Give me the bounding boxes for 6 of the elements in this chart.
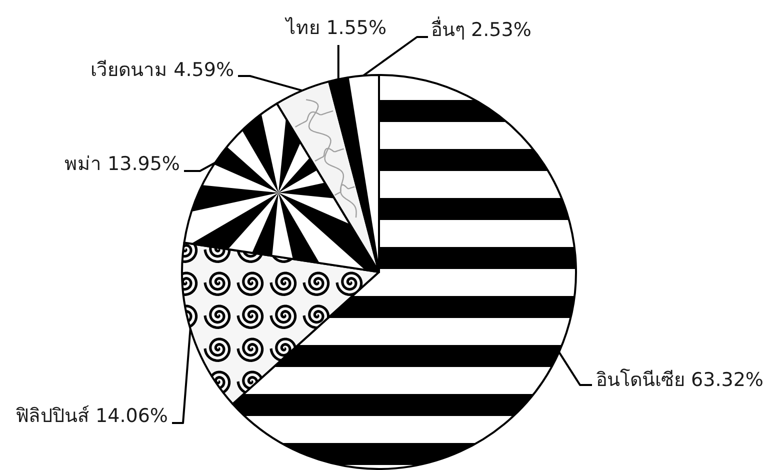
slice-label: ฟิลิปปินส์ 14.06% — [16, 405, 168, 427]
slice-label: อื่นๆ 2.53% — [431, 16, 532, 41]
slice-label: พม่า 13.95% — [64, 153, 180, 175]
slice-label: เวียดนาม 4.59% — [90, 59, 234, 81]
slice-label: อินโดนีเซีย 63.32% — [596, 368, 763, 391]
slice-label: ไทย 1.55% — [284, 17, 387, 39]
